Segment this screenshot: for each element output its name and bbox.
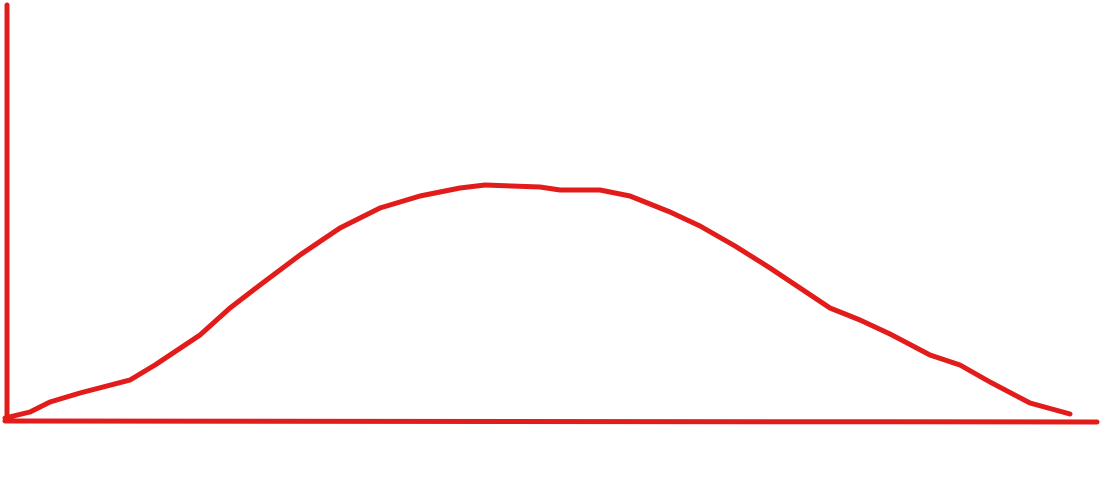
x-axis bbox=[2, 418, 1100, 425]
bell-curve bbox=[2, 182, 1073, 421]
